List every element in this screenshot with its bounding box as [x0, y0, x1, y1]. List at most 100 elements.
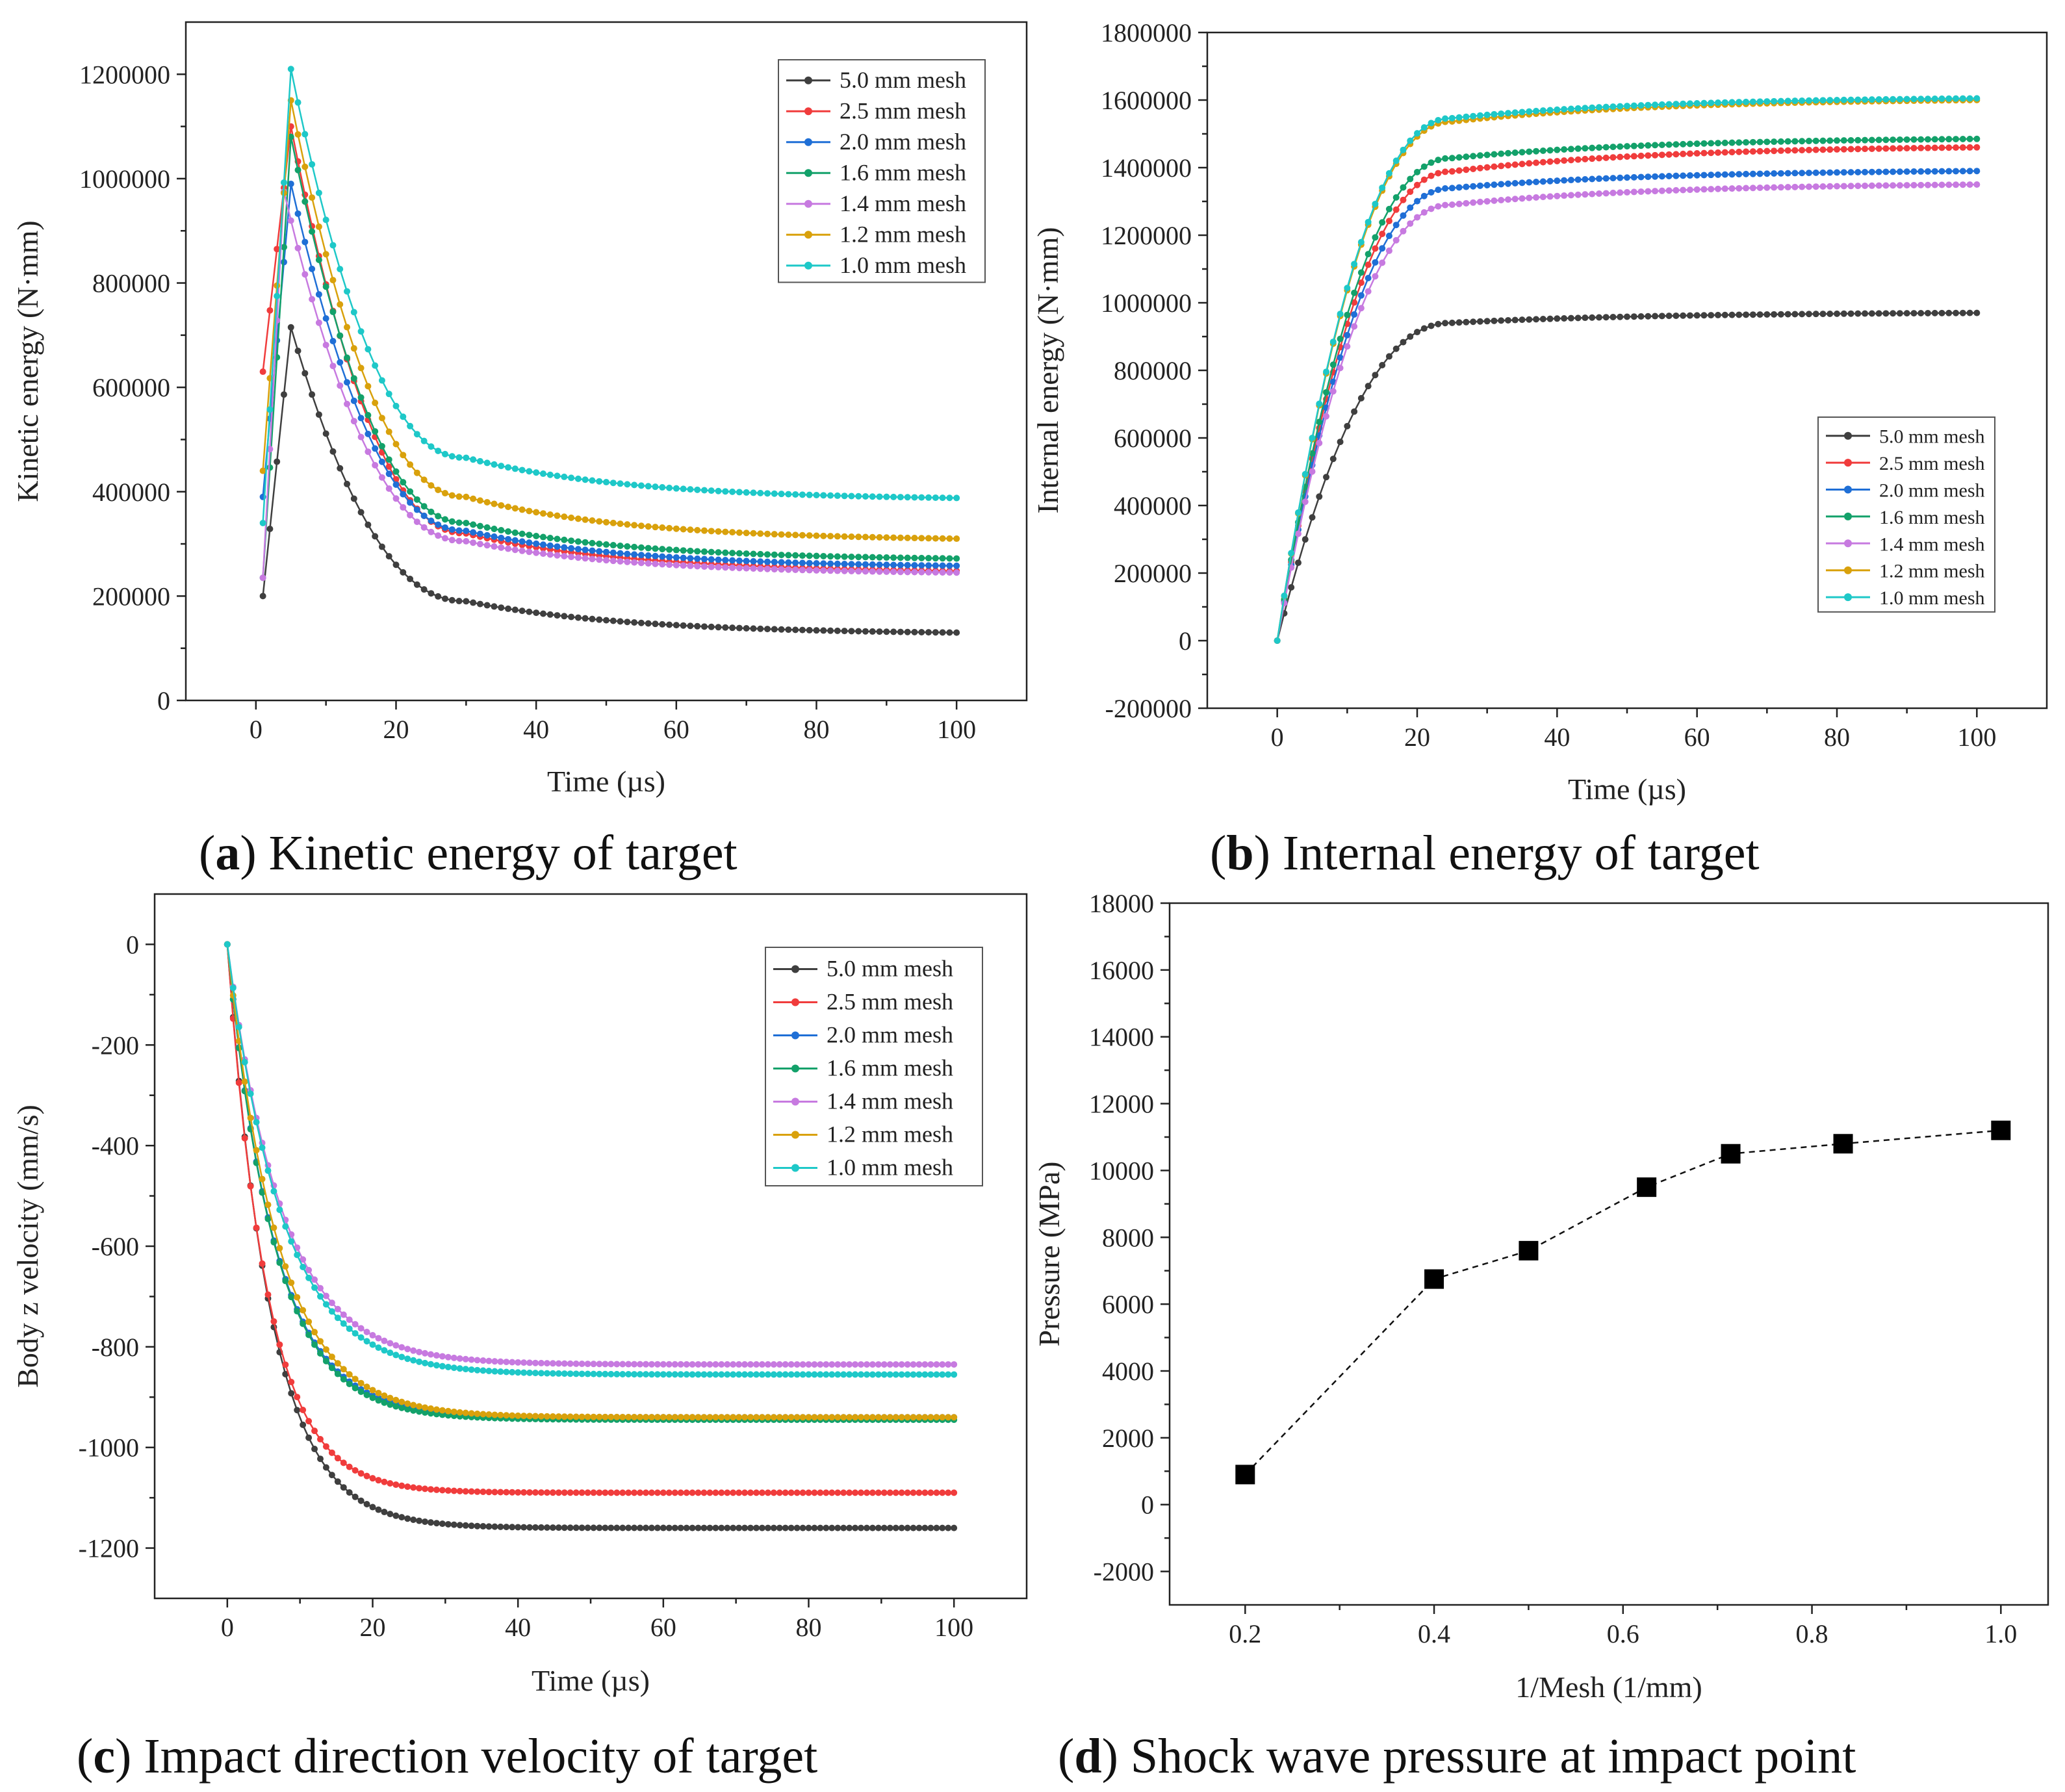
data-point — [1365, 218, 1372, 225]
data-point — [1428, 322, 1435, 329]
data-point — [1323, 389, 1330, 396]
data-point — [427, 1519, 434, 1526]
data-point — [687, 547, 694, 554]
data-point — [1777, 184, 1784, 191]
x-tick-label: 20 — [383, 715, 409, 744]
data-point — [946, 535, 953, 542]
data-point — [904, 1371, 911, 1378]
data-point — [1714, 149, 1721, 156]
y-tick-label: 4000 — [1102, 1357, 1154, 1386]
data-point — [858, 1414, 865, 1421]
data-point — [433, 1406, 440, 1413]
data-point — [1448, 168, 1456, 175]
data-point — [846, 1414, 853, 1421]
data-point — [1658, 173, 1665, 180]
data-point — [561, 544, 568, 551]
data-point — [624, 481, 631, 488]
data-point — [315, 257, 322, 264]
data-point — [282, 1370, 289, 1377]
data-point — [404, 1515, 411, 1522]
data-point — [1498, 162, 1505, 170]
data-point — [422, 1485, 429, 1492]
y-tick-label: 2000 — [1102, 1424, 1154, 1453]
data-point — [1890, 310, 1897, 317]
series-1-0-mm — [224, 941, 958, 1378]
data-point — [683, 1414, 690, 1421]
data-point — [1456, 114, 1463, 121]
data-point — [695, 1361, 702, 1368]
data-point — [315, 223, 322, 230]
data-point — [381, 1347, 388, 1354]
data-point — [689, 1524, 696, 1531]
data-point — [813, 552, 820, 559]
data-point — [695, 1371, 702, 1378]
data-point — [561, 513, 568, 520]
data-point — [519, 530, 526, 537]
data-point — [883, 561, 890, 569]
data-point — [892, 1371, 899, 1378]
data-point — [897, 561, 904, 569]
legend-label: 5.0 mm mesh — [840, 67, 966, 93]
data-point — [1624, 143, 1630, 150]
data-point — [549, 1524, 556, 1531]
data-point — [933, 1414, 940, 1421]
data-point — [1351, 311, 1358, 318]
data-point — [1288, 584, 1295, 591]
data-point — [945, 1371, 952, 1378]
data-point — [654, 1489, 661, 1496]
data-point — [671, 1414, 678, 1421]
data-point — [515, 1489, 522, 1496]
pressure-point — [1235, 1465, 1255, 1485]
data-point — [1470, 318, 1477, 326]
data-point — [1476, 318, 1483, 325]
x-tick-label: 1.0 — [1984, 1619, 2017, 1648]
data-point — [1700, 99, 1708, 107]
data-point — [533, 549, 540, 556]
data-point — [1351, 408, 1358, 415]
data-point — [435, 532, 442, 539]
data-point — [743, 557, 750, 565]
data-point — [305, 1331, 313, 1338]
data-point — [274, 292, 281, 300]
data-point — [582, 615, 589, 622]
data-point — [398, 1404, 405, 1411]
data-point — [1743, 148, 1750, 155]
data-point — [276, 1341, 283, 1348]
legend-marker — [804, 261, 812, 270]
data-point — [652, 524, 659, 531]
data-point — [757, 625, 764, 632]
data-point — [420, 503, 428, 510]
data-point — [1379, 231, 1386, 238]
data-point — [1637, 313, 1645, 320]
data-point — [933, 1489, 940, 1496]
data-point — [671, 1524, 678, 1531]
data-point — [757, 550, 764, 557]
data-point — [1498, 110, 1505, 117]
data-point — [637, 559, 645, 567]
data-point — [624, 521, 631, 528]
data-point — [806, 559, 813, 567]
data-point — [346, 1325, 353, 1332]
data-point — [904, 1524, 911, 1531]
data-point — [799, 1361, 806, 1368]
data-point — [730, 1489, 737, 1496]
data-point — [855, 628, 862, 635]
data-point — [363, 1472, 370, 1479]
data-point — [294, 1407, 301, 1414]
data-point — [247, 1114, 254, 1121]
data-point — [939, 494, 946, 502]
y-tick-label: -1200 — [79, 1534, 139, 1563]
series-line — [262, 327, 957, 634]
data-point — [747, 1524, 754, 1531]
data-point — [715, 487, 722, 494]
data-point — [799, 559, 806, 567]
series-2-5-mm — [1274, 144, 1981, 644]
data-point — [631, 619, 638, 626]
data-point — [1589, 175, 1596, 183]
data-point — [1875, 168, 1882, 175]
data-point — [1379, 219, 1386, 226]
data-point — [316, 1436, 324, 1443]
data-point — [369, 1394, 376, 1402]
data-point — [1953, 309, 1960, 316]
data-point — [869, 568, 876, 575]
